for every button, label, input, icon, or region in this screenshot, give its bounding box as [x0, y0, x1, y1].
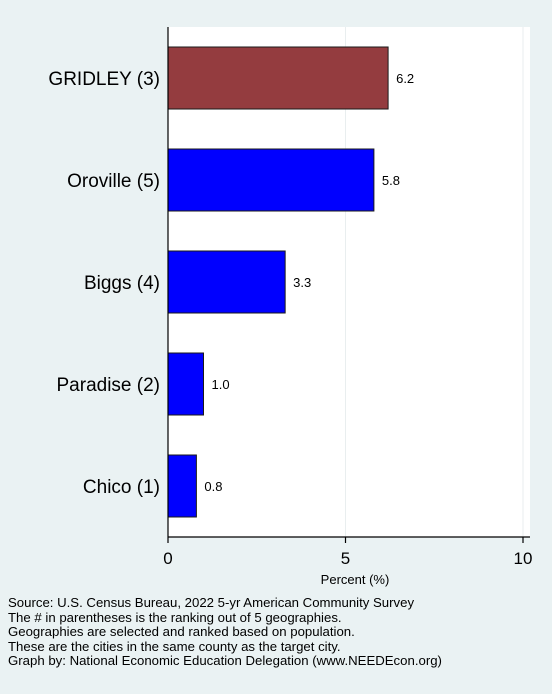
- chart-footer: Source: U.S. Census Bureau, 2022 5-yr Am…: [8, 595, 442, 669]
- footer-selection-note: Geographies are selected and ranked base…: [8, 624, 355, 640]
- category-label: Paradise (2): [57, 375, 161, 396]
- x-tick-label: 0: [163, 549, 172, 568]
- value-label: 0.8: [204, 479, 222, 494]
- bar: [167, 250, 286, 314]
- value-label: 3.3: [293, 275, 311, 290]
- grid-lines: [345, 27, 524, 537]
- category-label: Chico (1): [83, 477, 160, 498]
- value-label: 6.2: [396, 71, 414, 86]
- footer-ranking-note: The # in parentheses is the ranking out …: [8, 609, 342, 625]
- bar: [167, 454, 197, 518]
- category-label: Oroville (5): [67, 171, 160, 192]
- bar: [167, 46, 389, 110]
- bar: [167, 352, 204, 416]
- footer-credit: Graph by: National Economic Education De…: [8, 653, 442, 669]
- category-label: GRIDLEY (3): [48, 69, 160, 90]
- x-tick-label: 5: [341, 549, 350, 568]
- footer-county-note: These are the cities in the same county …: [8, 638, 341, 654]
- value-labels: 6.2 5.8 3.3 1.0 0.8: [204, 71, 414, 494]
- bar: [167, 148, 375, 212]
- x-axis-title: Percent (%): [321, 572, 390, 587]
- x-ticks: 0 5 10: [163, 537, 532, 568]
- bar-chart: 0 5 10 GRIDLEY (3) Oroville (5) Biggs (4) Par…: [48, 27, 532, 587]
- x-tick-label: 10: [514, 549, 533, 568]
- category-label: Biggs (4): [84, 273, 160, 294]
- footer-source: Source: U.S. Census Bureau, 2022 5-yr Am…: [8, 595, 415, 610]
- category-labels: GRIDLEY (3) Oroville (5) Biggs (4) Paradise…: [48, 69, 160, 498]
- value-label: 5.8: [382, 173, 400, 188]
- value-label: 1.0: [212, 377, 230, 392]
